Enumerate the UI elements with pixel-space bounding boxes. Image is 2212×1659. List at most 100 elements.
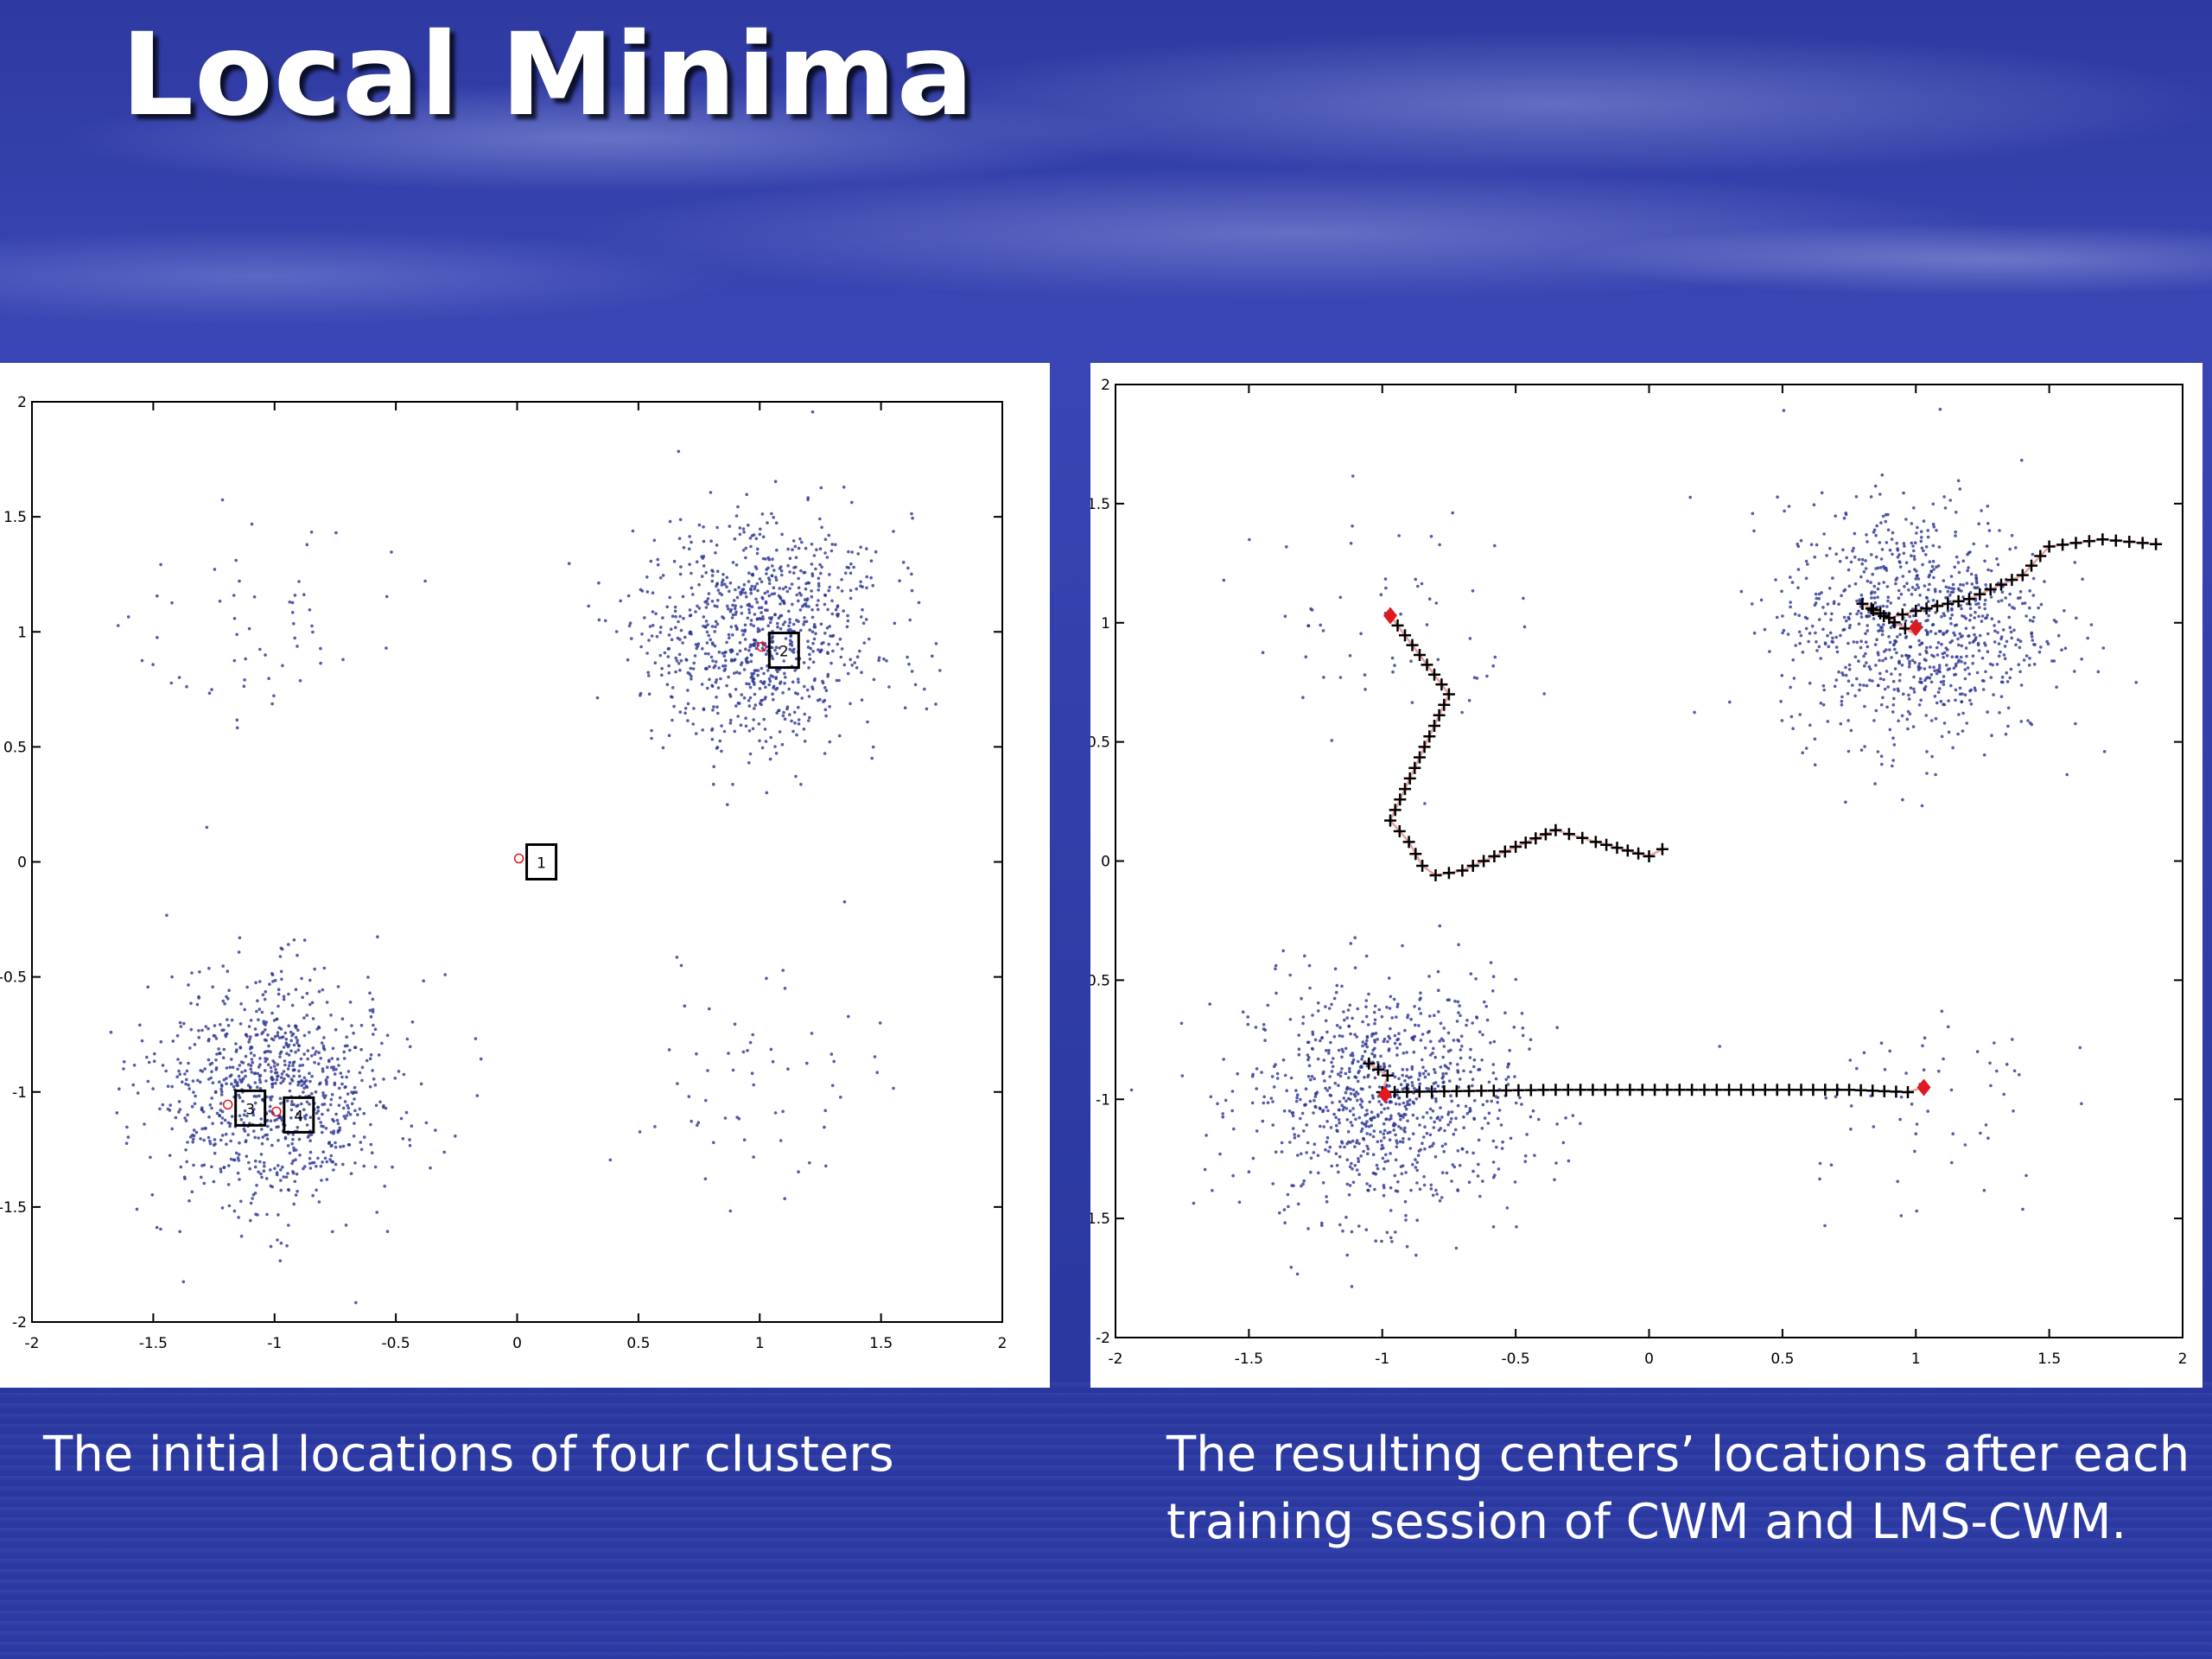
data-point xyxy=(2037,650,2042,654)
data-point xyxy=(187,1061,190,1065)
data-point xyxy=(193,1043,197,1046)
data-point xyxy=(1491,1160,1496,1164)
data-point xyxy=(376,935,379,938)
data-point xyxy=(788,620,791,625)
data-point xyxy=(210,1106,213,1110)
data-point xyxy=(1454,1116,1458,1120)
data-point xyxy=(362,1164,366,1168)
data-point xyxy=(2020,458,2024,462)
data-point xyxy=(182,1021,186,1026)
data-point xyxy=(1412,1050,1416,1054)
data-point xyxy=(714,551,717,555)
data-point xyxy=(1932,665,1936,669)
data-point xyxy=(638,1130,642,1134)
data-point xyxy=(1910,522,1914,525)
data-point xyxy=(1329,1040,1332,1045)
data-point xyxy=(329,1154,334,1158)
data-point xyxy=(1409,1188,1413,1192)
data-point xyxy=(2005,680,2010,683)
data-point xyxy=(1507,1063,1510,1066)
data-point xyxy=(1423,1046,1427,1050)
data-point xyxy=(823,752,827,755)
data-point xyxy=(1337,1048,1341,1052)
data-point xyxy=(696,1121,701,1124)
data-point xyxy=(1389,995,1393,999)
data-point xyxy=(1780,674,1784,677)
data-point xyxy=(1903,544,1906,548)
data-point xyxy=(1796,586,1800,589)
data-point xyxy=(1338,676,1343,679)
data-point xyxy=(1954,698,1957,702)
data-point xyxy=(1316,1154,1320,1158)
data-point xyxy=(1445,1071,1448,1076)
data-point xyxy=(658,631,663,634)
data-point xyxy=(734,624,738,628)
data-point xyxy=(293,594,297,597)
data-point xyxy=(807,605,810,608)
data-point xyxy=(823,686,827,690)
data-point xyxy=(1815,543,1819,547)
data-point xyxy=(1306,1040,1311,1045)
data-point xyxy=(1920,536,1923,539)
data-point xyxy=(266,1033,270,1037)
data-point xyxy=(179,1025,183,1028)
data-point xyxy=(270,1185,275,1189)
center-box xyxy=(234,1089,267,1127)
data-point xyxy=(1368,1085,1371,1089)
data-point xyxy=(683,1004,687,1007)
data-point xyxy=(749,659,753,664)
data-point xyxy=(1942,632,1945,635)
data-point xyxy=(1412,1102,1416,1105)
data-point xyxy=(228,1065,232,1069)
data-point xyxy=(700,575,704,578)
data-point xyxy=(878,1021,882,1025)
data-point xyxy=(1944,631,1948,634)
data-point xyxy=(651,610,655,613)
data-point xyxy=(1357,1071,1360,1075)
data-point xyxy=(712,782,715,786)
data-point xyxy=(1496,1096,1500,1099)
data-point xyxy=(1293,1133,1296,1136)
data-point xyxy=(346,1070,351,1073)
data-point xyxy=(185,1160,188,1164)
data-point xyxy=(1862,654,1866,658)
data-point xyxy=(1306,1227,1310,1230)
data-point xyxy=(1779,700,1783,703)
x-tick-label: -1 xyxy=(267,1335,282,1352)
data-point xyxy=(1869,581,1872,584)
data-point xyxy=(276,1074,280,1078)
data-point xyxy=(257,1018,260,1021)
data-point xyxy=(1829,1163,1834,1166)
data-point xyxy=(740,605,743,609)
data-point xyxy=(1937,545,1942,549)
data-point xyxy=(910,588,914,593)
data-point xyxy=(779,614,782,618)
data-point xyxy=(275,1173,279,1177)
data-point xyxy=(359,1141,363,1144)
data-point xyxy=(1401,1068,1405,1071)
data-point xyxy=(1487,1080,1491,1084)
data-point xyxy=(674,670,677,674)
data-point xyxy=(1907,588,1910,592)
data-point xyxy=(781,587,785,591)
data-point xyxy=(334,1141,337,1145)
data-point xyxy=(1441,1055,1445,1059)
data-point xyxy=(1915,1122,1919,1126)
data-point xyxy=(225,995,228,999)
data-point xyxy=(1347,1076,1351,1080)
data-point xyxy=(479,1057,483,1061)
data-point xyxy=(267,677,270,680)
data-point xyxy=(270,1128,273,1132)
data-point xyxy=(166,1084,170,1088)
data-point xyxy=(1980,620,1984,623)
data-point xyxy=(1349,542,1353,545)
data-point xyxy=(808,1161,811,1165)
data-point xyxy=(1363,1122,1366,1126)
data-point xyxy=(1973,586,1976,589)
data-point xyxy=(1831,636,1834,640)
data-point xyxy=(1897,659,1901,664)
data-point xyxy=(252,595,257,599)
data-point xyxy=(1493,543,1497,548)
data-point xyxy=(212,1179,216,1184)
data-point xyxy=(1890,656,1893,659)
